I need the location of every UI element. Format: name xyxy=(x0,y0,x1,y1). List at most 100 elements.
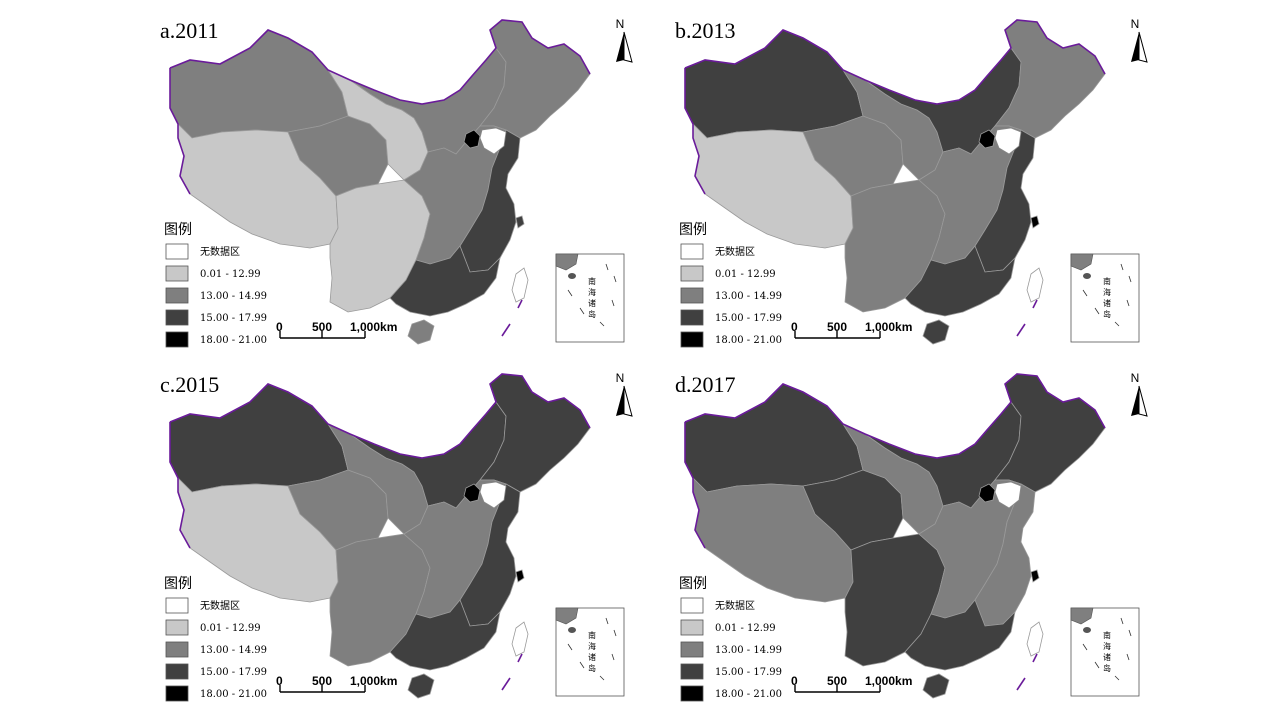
china-map xyxy=(684,19,1106,345)
region-qinghai xyxy=(287,469,389,551)
legend-label: 18.00 - 21.00 xyxy=(200,689,267,700)
legend-label: 无数据区 xyxy=(715,599,755,612)
national-border-west xyxy=(169,422,191,549)
inset-label: 岛 xyxy=(588,309,596,319)
region-bohai xyxy=(479,481,507,509)
inset-label: 诸 xyxy=(588,653,596,662)
legend-swatch-c3 xyxy=(680,309,704,326)
region-beijing xyxy=(978,483,996,503)
legend-swatch-c1 xyxy=(680,265,704,282)
scale-label: 1,000km xyxy=(350,674,397,688)
region-south xyxy=(904,245,1016,317)
region-shanghai xyxy=(515,215,525,229)
scale-bar: 0 500 1,000km xyxy=(791,320,912,339)
legend-swatch-c4 xyxy=(165,685,189,702)
national-border xyxy=(169,373,591,459)
svg-text:N: N xyxy=(1131,371,1140,385)
legend-swatch-c2 xyxy=(680,641,704,658)
legend-label: 无数据区 xyxy=(200,599,240,612)
national-border xyxy=(684,19,1106,105)
national-border-west xyxy=(684,422,706,549)
region-taiwan xyxy=(1026,267,1044,303)
legend-title: 图例 xyxy=(679,222,707,238)
legend-label: 13.00 - 14.99 xyxy=(200,291,267,302)
region-taiwan xyxy=(511,621,529,657)
map-panel-2013: b.2013 图例 无数据区 0.01 - 12.99 13.00 - 14.99 15.… xyxy=(675,8,1155,356)
region-hainan xyxy=(922,319,950,345)
legend-label: 15.00 - 17.99 xyxy=(200,667,267,678)
legend-label: 0.01 - 12.99 xyxy=(715,623,776,634)
region-taiwan xyxy=(511,267,529,303)
legend-label: 0.01 - 12.99 xyxy=(200,623,261,634)
legend-swatch-c2 xyxy=(165,641,189,658)
legend-swatch-c4 xyxy=(680,685,704,702)
region-northwest xyxy=(684,29,864,139)
china-map xyxy=(169,373,591,699)
svg-text:N: N xyxy=(616,17,625,31)
legend-title: 图例 xyxy=(679,576,707,592)
legend-label: 15.00 - 17.99 xyxy=(715,667,782,678)
inset-label: 诸 xyxy=(1103,653,1111,662)
legend-label: 13.00 - 14.99 xyxy=(200,645,267,656)
north-arrow-icon: N xyxy=(1131,17,1148,63)
national-border xyxy=(684,373,1106,459)
legend-label: 15.00 - 17.99 xyxy=(715,313,782,324)
inset-label: 诸 xyxy=(588,299,596,308)
legend-label: 13.00 - 14.99 xyxy=(715,645,782,656)
legend-label: 18.00 - 21.00 xyxy=(715,689,782,700)
sea-boundary-line xyxy=(517,653,523,663)
legend-swatch-c3 xyxy=(165,663,189,680)
north-arrow-icon: N xyxy=(1131,371,1148,417)
region-shanghai xyxy=(1030,215,1040,229)
region-shanghai xyxy=(1030,569,1040,583)
map-title: a.2011 xyxy=(160,18,218,43)
region-hainan xyxy=(407,319,435,345)
china-map xyxy=(684,373,1106,699)
sea-boundary-line xyxy=(1016,677,1026,691)
svg-text:N: N xyxy=(616,371,625,385)
svg-text:N: N xyxy=(1131,17,1140,31)
scale-label: 500 xyxy=(827,674,847,688)
scale-bar: 0 500 1,000km xyxy=(276,674,397,693)
legend-label: 无数据区 xyxy=(715,245,755,258)
legend-swatch-c1 xyxy=(165,619,189,636)
region-south xyxy=(904,599,1016,671)
region-beijing xyxy=(463,129,481,149)
scale-bar: 0 500 1,000km xyxy=(791,674,912,693)
region-beijing xyxy=(463,483,481,503)
legend-label: 15.00 - 17.99 xyxy=(200,313,267,324)
legend-label: 13.00 - 14.99 xyxy=(715,291,782,302)
map-panel-2017: d.2017 图例 无数据区 0.01 - 12.99 13.00 - 14.99 15.… xyxy=(675,362,1155,710)
legend-swatch-c2 xyxy=(680,287,704,304)
map-title: b.2013 xyxy=(675,18,736,43)
map-title: c.2015 xyxy=(160,372,219,397)
inset-label: 南 xyxy=(588,276,596,286)
national-border-west xyxy=(169,68,191,195)
region-bohai xyxy=(479,127,507,155)
china-map xyxy=(169,19,591,345)
region-northwest xyxy=(169,29,349,139)
region-beijing xyxy=(978,129,996,149)
inset-label: 海 xyxy=(1103,287,1111,297)
sea-boundary-line xyxy=(1032,299,1038,309)
legend-swatch-c4 xyxy=(165,331,189,348)
region-south xyxy=(389,245,501,317)
scale-label: 500 xyxy=(312,320,332,334)
inset-label: 南 xyxy=(1103,276,1111,286)
scale-label: 500 xyxy=(312,674,332,688)
scale-label: 500 xyxy=(827,320,847,334)
legend-swatch-c1 xyxy=(680,619,704,636)
region-qinghai xyxy=(287,115,389,197)
inset-label: 海 xyxy=(588,641,596,651)
region-south xyxy=(389,599,501,671)
map-panel-2015: c.2015 图例 无数据区 0.01 - 12.99 13.00 - 14.99 15.… xyxy=(160,362,640,710)
